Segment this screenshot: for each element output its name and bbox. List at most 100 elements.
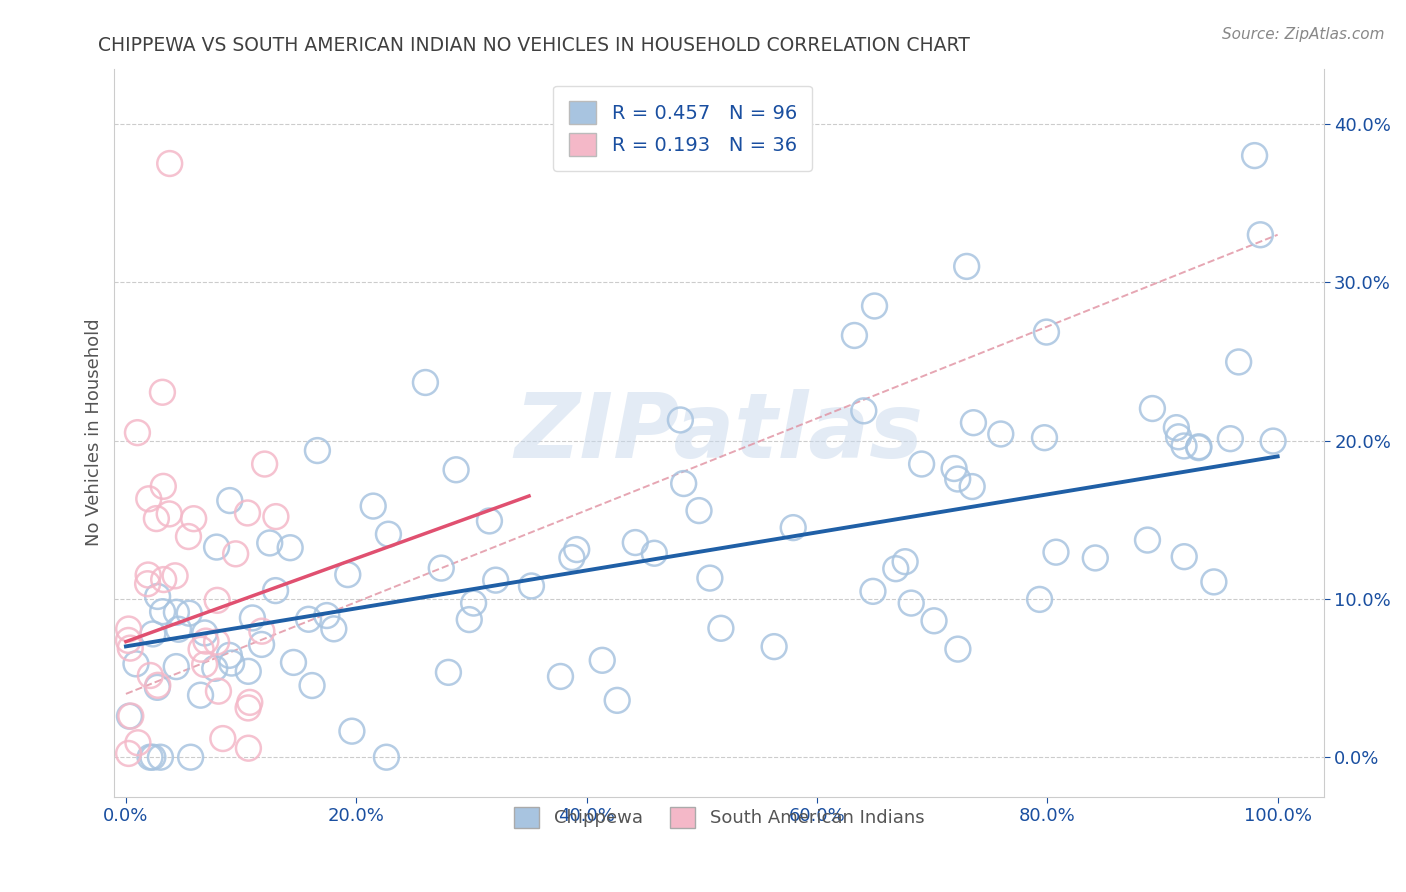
Point (142, 627, 165, 641)
Point (250, 637, 273, 651)
Point (1187, 441, 1209, 455)
Point (1243, 148, 1265, 162)
Point (520, 579, 543, 593)
Point (710, 621, 733, 635)
Point (340, 724, 363, 739)
Point (943, 461, 966, 475)
Point (136, 568, 159, 582)
Point (862, 584, 884, 599)
Point (550, 669, 572, 683)
Point (117, 622, 139, 636)
Point (207, 684, 229, 698)
Point (561, 550, 583, 565)
Point (165, 605, 187, 619)
Point (1167, 430, 1189, 444)
Point (669, 413, 692, 427)
Point (852, 404, 875, 418)
Point (204, 661, 226, 675)
Point (1173, 549, 1195, 564)
Point (165, 569, 187, 583)
Legend: Chippewa, South American Indians: Chippewa, South American Indians (506, 800, 931, 835)
Point (125, 657, 148, 671)
Point (205, 540, 228, 554)
Point (190, 688, 212, 702)
Point (145, 511, 167, 525)
Point (1219, 432, 1241, 446)
Point (236, 506, 259, 520)
Point (415, 376, 437, 390)
Point (946, 472, 969, 486)
Point (152, 479, 174, 493)
Point (591, 653, 613, 667)
Text: CHIPPEWA VS SOUTH AMERICAN INDIAN NO VEHICLES IN HOUSEHOLD CORRELATION CHART: CHIPPEWA VS SOUTH AMERICAN INDIAN NO VEH… (98, 36, 970, 54)
Point (127, 425, 149, 440)
Point (956, 260, 979, 274)
Point (118, 709, 141, 723)
Point (194, 634, 217, 648)
Point (910, 457, 932, 471)
Point (283, 656, 305, 670)
Point (159, 156, 181, 170)
Point (152, 605, 174, 619)
Point (152, 385, 174, 400)
Point (149, 750, 172, 764)
Point (301, 679, 323, 693)
Point (990, 427, 1012, 442)
Point (624, 535, 647, 549)
Point (190, 642, 212, 657)
Point (142, 750, 165, 764)
Text: Source: ZipAtlas.com: Source: ZipAtlas.com (1222, 27, 1385, 42)
Point (205, 635, 228, 649)
Point (1261, 434, 1284, 448)
Point (117, 747, 139, 761)
Point (437, 665, 460, 680)
Point (960, 479, 983, 493)
Point (264, 583, 287, 598)
Point (922, 614, 945, 628)
Point (485, 573, 508, 587)
Point (194, 626, 217, 640)
Point (478, 514, 501, 528)
Point (1227, 355, 1250, 369)
Point (165, 659, 187, 673)
Point (183, 512, 205, 526)
Point (962, 416, 984, 430)
Point (1045, 545, 1067, 559)
Point (900, 596, 922, 610)
Point (139, 668, 162, 682)
Point (336, 567, 359, 582)
Y-axis label: No Vehicles in Household: No Vehicles in Household (86, 318, 103, 547)
Point (278, 541, 301, 555)
Point (444, 463, 467, 477)
Point (315, 608, 337, 623)
Point (763, 640, 786, 654)
Point (699, 571, 721, 585)
Point (1084, 550, 1107, 565)
Point (152, 573, 174, 587)
Point (1033, 431, 1056, 445)
Point (643, 546, 665, 560)
Point (463, 596, 485, 610)
Point (238, 665, 260, 679)
Point (1202, 574, 1225, 589)
Point (375, 750, 398, 764)
Point (146, 678, 169, 692)
Point (127, 736, 149, 750)
Point (139, 750, 162, 764)
Point (863, 299, 886, 313)
Point (1136, 533, 1159, 547)
Point (138, 491, 160, 506)
Point (361, 499, 384, 513)
Point (253, 457, 276, 471)
Point (194, 657, 217, 672)
Point (264, 509, 287, 524)
Point (239, 695, 262, 709)
Point (167, 622, 190, 636)
Point (242, 611, 264, 625)
Point (1142, 401, 1164, 416)
Point (117, 633, 139, 648)
Point (218, 493, 240, 508)
Point (218, 648, 240, 663)
Point (322, 622, 344, 636)
Point (250, 624, 273, 639)
